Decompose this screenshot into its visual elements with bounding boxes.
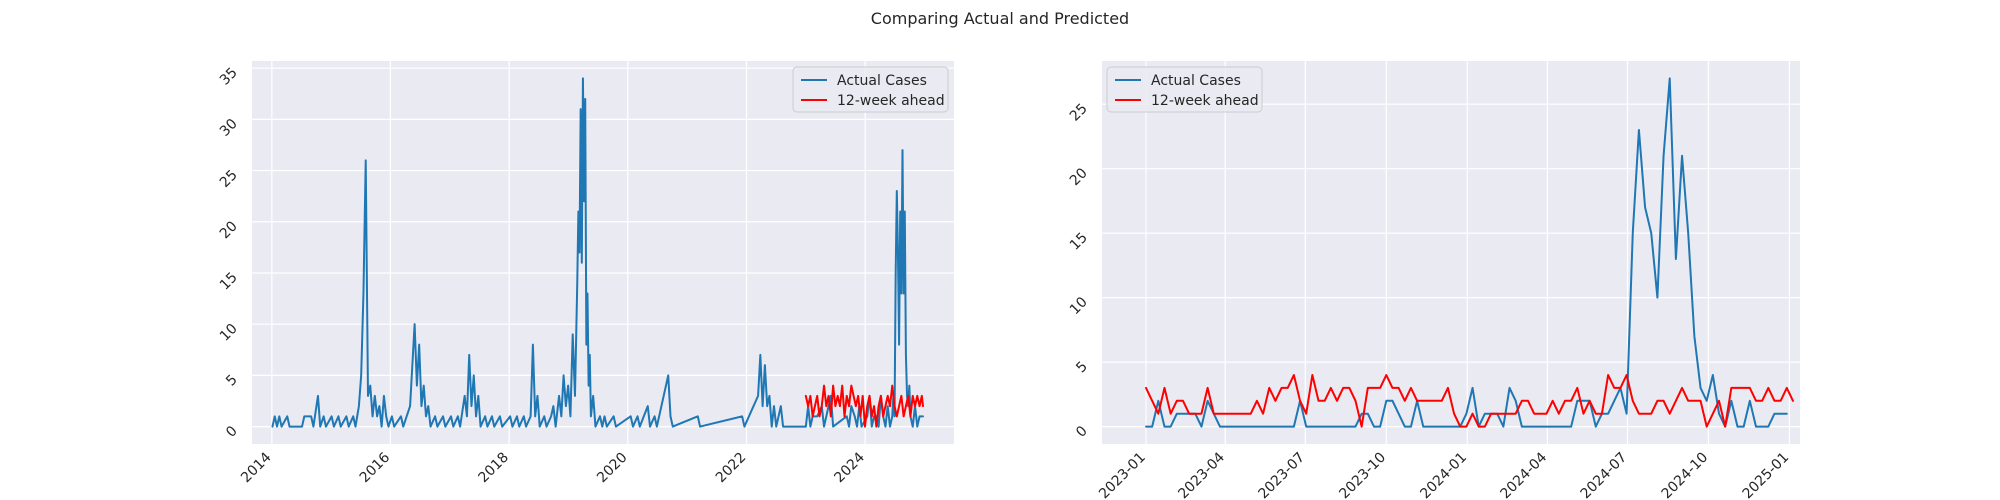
- right-chart-series-0-line: [1145, 77, 1788, 428]
- left-chart: 2014 2016 2018 2020 2022 2024 0 5 10 15 20 25 30 35 Ac…: [217, 61, 954, 486]
- left-chart-legend-box: [792, 66, 949, 113]
- left-chart-series-1-line: [804, 384, 924, 428]
- right-chart-y-tick-label: 25: [1067, 101, 1091, 125]
- left-chart-y-tick-label: 15: [217, 269, 241, 293]
- left-chart-y-tick-label: 35: [217, 65, 241, 89]
- figure-title: Comparing Actual and Predicted: [871, 9, 1129, 28]
- left-chart-legend-label: 12-week ahead: [837, 93, 945, 109]
- right-chart-y-tick-label: 15: [1067, 230, 1091, 254]
- right-chart-y-tick-label: 20: [1067, 165, 1091, 189]
- left-chart-y-tick-label: 30: [217, 116, 241, 140]
- right-chart-x-tick-label: 2024-04: [1498, 449, 1551, 500]
- left-chart-legend: Actual Cases 12-week ahead: [792, 66, 949, 113]
- right-chart-x-tick-label: 2023-04: [1175, 449, 1228, 500]
- left-chart-x-tick-label: 2016: [357, 449, 394, 486]
- right-chart-x-tick-label: 2024-01: [1417, 450, 1470, 500]
- right-chart: 2023-01 2023-04 2023-07 2023-10 2024-01 2024-…: [1067, 61, 1800, 500]
- left-chart-y-tick-label: 20: [217, 218, 241, 242]
- left-chart-x-tick-label: 2024: [831, 449, 868, 486]
- right-chart-x-tick-label: 2023-10: [1336, 450, 1389, 500]
- left-chart-y-tick-label: 10: [217, 321, 241, 345]
- right-chart-y-tick-label: 10: [1067, 294, 1091, 318]
- left-chart-legend-label: Actual Cases: [837, 73, 927, 89]
- left-chart-series-0-line: [271, 77, 924, 428]
- right-chart-series-1-line: [1145, 374, 1794, 428]
- right-chart-x-tick-label: 2024-07: [1578, 450, 1631, 500]
- right-chart-plot-area: [1102, 61, 1800, 444]
- right-chart-legend-label: Actual Cases: [1151, 73, 1241, 89]
- right-chart-legend: Actual Cases 12-week ahead: [1106, 66, 1263, 113]
- right-chart-legend-box: [1106, 66, 1263, 113]
- left-chart-x-tick-label: 2020: [594, 450, 631, 487]
- left-chart-y-tick-label: 5: [223, 372, 241, 390]
- left-chart-y-tick-label: 25: [217, 167, 241, 191]
- right-chart-x-tick-label: 2023-07: [1255, 450, 1308, 500]
- left-chart-y-tick-label: 0: [223, 423, 241, 441]
- left-chart-x-tick-label: 2018: [475, 450, 512, 487]
- right-chart-x-tick-label: 2023-01: [1096, 450, 1149, 500]
- left-chart-plot-area: [252, 61, 954, 444]
- right-chart-legend-label: 12-week ahead: [1151, 93, 1259, 109]
- left-chart-x-tick-label: 2014: [238, 449, 275, 486]
- right-chart-y-tick-label: 0: [1073, 423, 1091, 441]
- right-chart-x-tick-label: 2024-10: [1659, 450, 1712, 500]
- left-chart-x-tick-label: 2022: [713, 450, 750, 487]
- right-chart-x-tick-label: 2025-01: [1740, 450, 1793, 500]
- right-chart-y-tick-label: 5: [1073, 359, 1091, 377]
